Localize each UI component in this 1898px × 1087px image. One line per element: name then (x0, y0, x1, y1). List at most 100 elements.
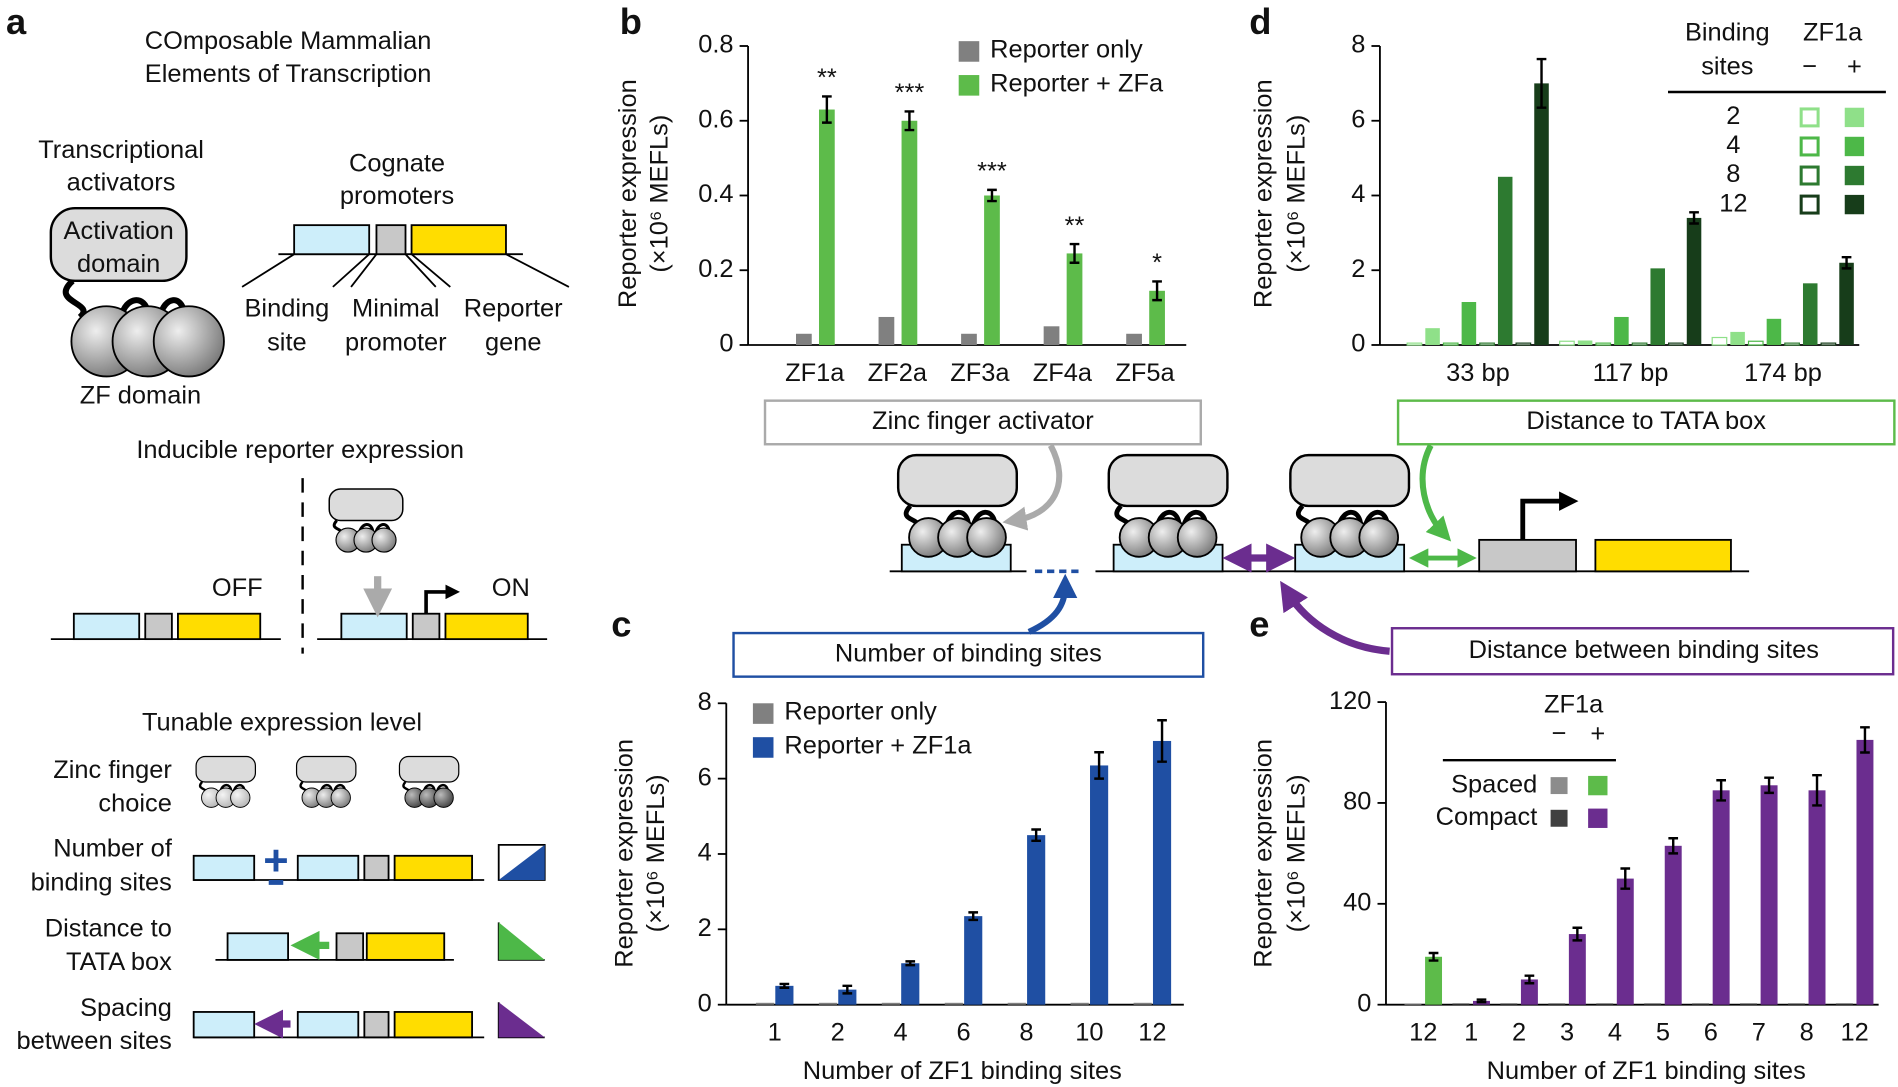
text: Number of (53, 834, 173, 862)
x-tick-label: 33 bp (1446, 359, 1510, 387)
bar (1497, 176, 1513, 345)
text: Cognate (349, 149, 445, 177)
reporter-gene (177, 612, 262, 641)
bar (1452, 1003, 1470, 1005)
y-tick-label: 0.4 (698, 180, 733, 208)
x-axis-label: Number of ZF1 binding sites (803, 1057, 1122, 1085)
bar (1784, 342, 1800, 346)
y-axis-label: Reporter expression (614, 79, 642, 308)
bar (984, 195, 1000, 345)
error-bar (1620, 867, 1631, 890)
legend-swatch (1844, 136, 1865, 157)
y-axis-label: Reporter expression (611, 739, 639, 968)
legend-condition: − (1552, 719, 1567, 747)
legend-label: Compact (1436, 803, 1538, 831)
bar (1856, 739, 1874, 1005)
plus-icon (265, 849, 287, 885)
text: Minimal (352, 295, 440, 323)
bar (1808, 790, 1826, 1005)
bar (1548, 1003, 1566, 1005)
bar (1631, 342, 1648, 346)
error-bar (1428, 951, 1439, 962)
binding-site (293, 224, 371, 256)
x-tick-label: 6 (956, 1018, 970, 1046)
y-tick-label: 4 (1351, 180, 1365, 208)
significance: ** (817, 64, 837, 92)
y-tick-label: 2 (698, 914, 712, 942)
minimal-promoter (1478, 538, 1577, 573)
minimal-promoter (375, 224, 407, 256)
minimal-promoter (411, 612, 441, 641)
legend-swatch (1799, 107, 1820, 128)
bar (1760, 785, 1778, 1005)
text: Zinc finger (53, 756, 172, 784)
bar (1650, 268, 1665, 345)
error-bar (987, 188, 997, 203)
binding-site (340, 612, 408, 641)
significance: * (1152, 249, 1162, 277)
text: TATA box (66, 948, 172, 976)
panel-label: a (6, 1, 27, 42)
error-bar (1860, 726, 1870, 754)
significance: ** (1065, 212, 1085, 240)
bar (795, 333, 812, 345)
error-bar (1069, 242, 1080, 264)
text: Zinc finger activator (872, 407, 1094, 435)
error-bar (1668, 837, 1679, 855)
error-bar (904, 110, 915, 132)
ramp (498, 1002, 545, 1038)
x-tick-label: 5 (1656, 1018, 1670, 1046)
legend-condition: − (1802, 53, 1817, 81)
bar (1149, 290, 1165, 345)
legend-label: Reporter + ZFa (990, 69, 1164, 97)
legend-swatch (752, 703, 774, 724)
x-tick-label: ZF3a (950, 359, 1010, 387)
y-axis-label: (×10⁶ MEFLs) (642, 774, 670, 932)
bar (1740, 1003, 1757, 1005)
text: OFF (212, 574, 263, 602)
text: ZF domain (80, 382, 201, 410)
y-tick-label: 8 (1351, 31, 1365, 59)
bar (818, 109, 835, 345)
x-tick-label: 8 (1800, 1018, 1814, 1046)
bar (944, 1002, 963, 1005)
legend-label: Reporter + ZF1a (784, 732, 972, 760)
x-tick-label: 6 (1704, 1018, 1718, 1046)
reporter-gene (393, 854, 473, 881)
legend-swatch (1550, 777, 1568, 795)
text: COmposable Mammalian (145, 27, 432, 55)
legend-swatch (1799, 136, 1820, 157)
x-tick-label: 2 (831, 1018, 845, 1046)
activator (295, 755, 358, 809)
activator (1109, 455, 1228, 557)
error-bar (1716, 779, 1726, 802)
x-tick-label: ZF5a (1115, 359, 1175, 387)
bar (1668, 342, 1684, 346)
bar (1616, 878, 1634, 1005)
x-tick-label: 117 bp (1593, 359, 1669, 387)
x-tick-label: 12 (1409, 1018, 1437, 1046)
legend-swatch (1588, 775, 1608, 796)
error-bar (905, 960, 916, 967)
error-bar (1094, 751, 1104, 780)
label-box (732, 631, 1205, 678)
binding-site (226, 932, 289, 961)
binding-site (192, 1011, 256, 1039)
bar (1500, 1003, 1518, 1005)
bar (1766, 318, 1782, 345)
text: between sites (17, 1027, 172, 1055)
error-bar (1031, 828, 1041, 843)
legend-title: ZF1a (1544, 690, 1604, 718)
error-bar (1152, 280, 1162, 302)
text: choice (98, 790, 171, 818)
bar (1479, 342, 1495, 346)
legend-label: 4 (1726, 131, 1740, 159)
y-tick-label: 2 (1351, 255, 1365, 283)
legend-label: 2 (1726, 102, 1740, 130)
x-tick-label: 1 (768, 1018, 782, 1046)
y-tick-label: 0 (719, 330, 733, 358)
legend-swatch (1799, 194, 1820, 215)
legend-label: 8 (1726, 160, 1740, 188)
panel-label: e (1249, 604, 1269, 645)
